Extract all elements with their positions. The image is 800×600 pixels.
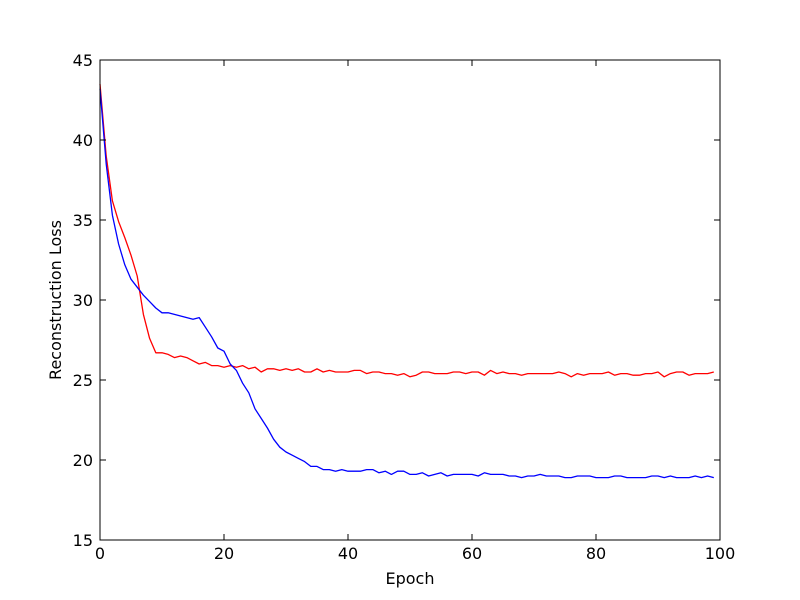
plot-lines [99, 83, 714, 479]
y-axis-label: Reconstruction Loss [46, 220, 65, 380]
series-line-1 [99, 83, 714, 378]
series-line-2 [99, 88, 714, 479]
y-tick-label: 25 [73, 371, 93, 390]
y-tick-label: 40 [73, 131, 93, 150]
y-tick-label: 35 [73, 211, 93, 230]
x-axis-ticks: 0 20 40 60 80 100 [95, 60, 735, 563]
x-tick-label: 80 [586, 544, 606, 563]
plot-frame [99, 59, 721, 541]
x-tick-label: 100 [705, 544, 736, 563]
x-tick-label: 60 [462, 544, 482, 563]
y-tick-label: 45 [73, 51, 93, 70]
y-tick-label: 20 [73, 451, 93, 470]
x-tick-label: 0 [95, 544, 105, 563]
x-axis-label: Epoch [386, 569, 435, 588]
x-tick-label: 40 [338, 544, 358, 563]
x-tick-label: 20 [214, 544, 234, 563]
y-tick-label: 30 [73, 291, 93, 310]
y-tick-label: 15 [73, 531, 93, 550]
y-axis-ticks: 15 20 25 30 35 40 45 [73, 51, 720, 550]
